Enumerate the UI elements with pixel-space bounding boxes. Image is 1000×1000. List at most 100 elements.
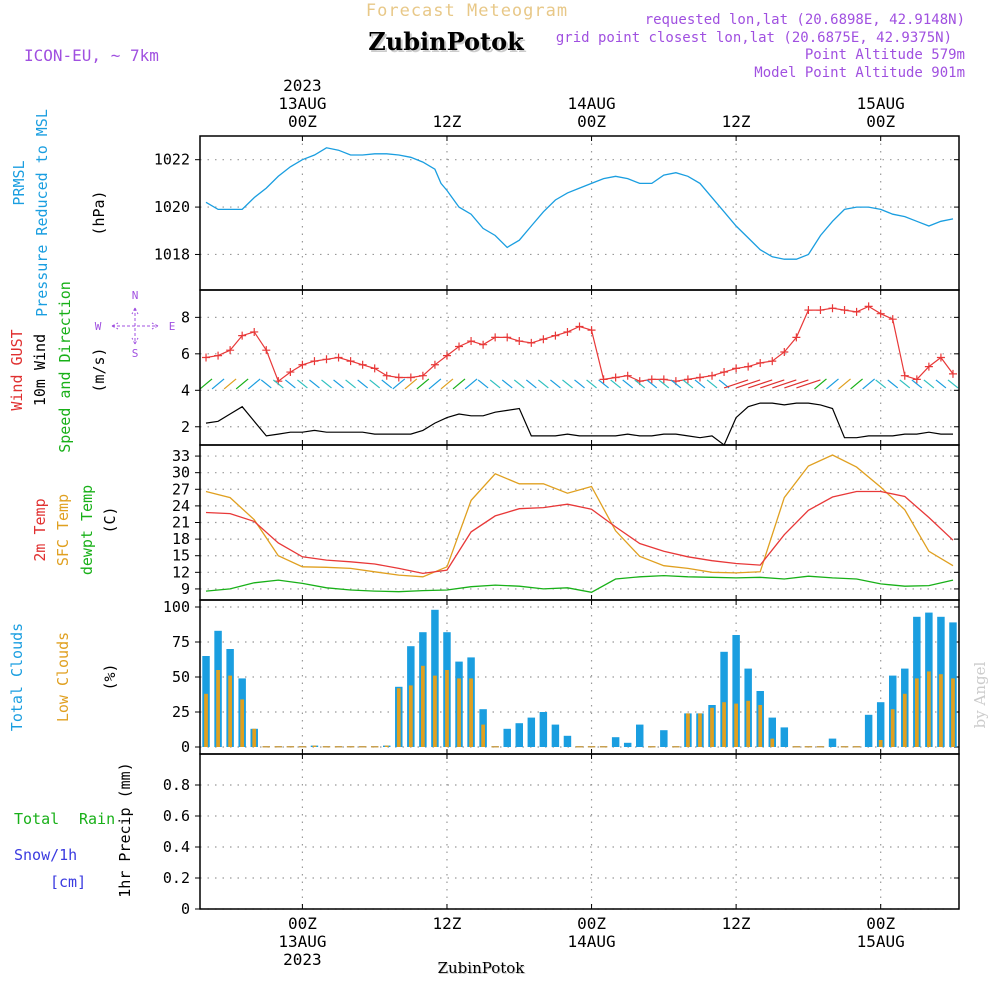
compass-north: N	[132, 289, 139, 302]
gust-marker	[623, 371, 632, 380]
wind-direction-arrow	[658, 379, 670, 389]
y-tick-label: 18	[172, 530, 190, 548]
y-tick-label: 24	[172, 497, 190, 515]
wind-direction-arrow	[477, 379, 489, 389]
wind-direction-arrow	[646, 379, 658, 389]
gust-marker	[394, 373, 403, 382]
wind-10m-label: 10m Wind	[31, 334, 49, 406]
wind-direction-arrow	[345, 379, 356, 389]
gust-marker	[744, 362, 753, 371]
snow-label: Snow/1h	[14, 846, 77, 864]
watermark: by Angel	[971, 661, 989, 728]
gust-marker	[924, 362, 933, 371]
wind-direction-arrow	[297, 379, 308, 389]
gust-marker	[503, 333, 512, 342]
wind-unit: (m/s)	[90, 347, 108, 392]
total-cloud-bar	[527, 717, 536, 747]
bottom-axis-label: 14AUG	[567, 932, 615, 951]
total-cloud-bar	[864, 714, 873, 747]
gust-marker	[587, 326, 596, 335]
gust-marker	[334, 353, 343, 362]
total-cloud-bar	[732, 635, 740, 747]
total-cloud-bar	[660, 730, 668, 747]
gust-marker	[876, 309, 885, 318]
total-cloud-bar	[587, 746, 596, 748]
gust-marker	[804, 306, 813, 315]
total-cloud-bar	[804, 746, 813, 748]
gust-marker	[298, 360, 307, 369]
wind-direction-arrow	[723, 379, 749, 389]
low-cloud-bar	[722, 702, 726, 747]
y-tick-label: 2	[181, 418, 190, 436]
y-tick-label: 0	[181, 900, 190, 918]
low-cloud-bar	[710, 707, 714, 747]
gust-marker	[322, 355, 331, 364]
low-clouds-label: Low Clouds	[54, 632, 72, 722]
gust-marker	[467, 337, 476, 346]
wind-panel: 2 4 6 8	[181, 290, 959, 446]
low-cloud-bar	[216, 670, 220, 747]
gust-marker	[611, 373, 620, 382]
wind-direction-arrow	[875, 379, 887, 389]
y-tick-label: 8	[181, 308, 190, 326]
total-cloud-bar	[611, 737, 620, 747]
y-tick-label: 0.8	[163, 776, 190, 794]
wind-direction-arrow	[838, 378, 851, 390]
y-tick-label: 1022	[154, 151, 190, 169]
model-name: ICON-EU, ~ 7km	[24, 46, 159, 65]
low-cloud-bar	[457, 678, 461, 747]
wind-direction-arrow	[748, 379, 773, 389]
gust-marker	[912, 375, 921, 384]
gust-marker	[864, 302, 873, 311]
low-cloud-bar	[686, 713, 690, 747]
wind-direction-arrow	[899, 379, 911, 389]
low-cloud-bar	[228, 675, 232, 747]
wind-direction-label: Speed and Direction	[56, 281, 74, 453]
gust-marker	[936, 353, 945, 362]
wind-direction-arrow	[760, 379, 785, 389]
gust-marker	[828, 304, 837, 313]
low-cloud-bar	[396, 688, 401, 747]
total-cloud-bar	[515, 723, 523, 747]
wind-direction-arrow	[706, 379, 718, 389]
total-cloud-bar	[780, 727, 789, 747]
gust-marker	[479, 340, 488, 349]
temp-2m-line	[205, 490, 954, 575]
total-cloud-bar	[298, 746, 307, 748]
low-cloud-bar	[240, 699, 245, 747]
y-tick-label: 1020	[154, 198, 190, 216]
gust-marker	[756, 358, 765, 367]
gust-marker	[768, 357, 777, 366]
compass-rose	[111, 307, 159, 345]
low-cloud-bar	[770, 738, 775, 747]
y-tick-label: 1018	[154, 245, 190, 263]
gust-marker	[792, 333, 801, 342]
gust-marker	[647, 375, 656, 384]
gust-marker	[683, 375, 692, 384]
y-tick-label: 27	[172, 480, 190, 498]
pressure-unit: (hPa)	[90, 190, 108, 235]
top-axis-label: 12Z	[433, 112, 462, 131]
total-clouds-label: Total Clouds	[8, 623, 26, 731]
total-cloud-bar	[816, 746, 825, 748]
gust-marker	[250, 327, 259, 336]
gust-marker	[527, 338, 536, 347]
gust-marker	[948, 369, 957, 378]
gust-marker	[455, 342, 464, 351]
gust-marker	[491, 333, 500, 342]
gust-marker	[515, 337, 524, 346]
precip-panel: 0 0.2 0.4 0.6 0.8	[163, 754, 959, 918]
wind-direction-arrow	[586, 379, 597, 389]
gust-marker	[262, 346, 271, 355]
total-cloud-bar	[274, 746, 283, 748]
wind-direction-arrow	[260, 379, 272, 389]
top-axis-label: 15AUG	[857, 94, 905, 113]
precip-frame	[199, 753, 960, 910]
wind-direction-arrow	[223, 378, 237, 390]
gust-marker	[382, 371, 391, 380]
total-cloud-bar	[551, 724, 560, 747]
top-axis-label: 14AUG	[567, 94, 615, 113]
top-axis-label: 00Z	[577, 112, 606, 131]
total-cloud-bar	[334, 746, 343, 748]
